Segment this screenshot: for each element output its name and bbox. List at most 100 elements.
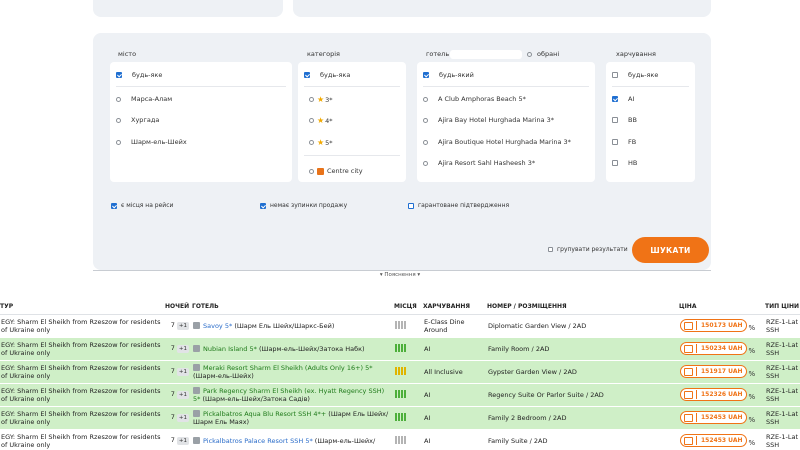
meal-list: будь-яке AI BB FB HB [606,62,695,182]
radio-icon[interactable] [423,139,428,145]
city-option-any[interactable]: будь-яке [116,71,162,79]
meal-option-hb[interactable]: HB [612,159,637,167]
price-button[interactable]: 151917 UAH [680,365,747,378]
checkbox-icon[interactable] [548,247,553,252]
meal-option-bb[interactable]: BB [612,116,637,124]
price-button[interactable]: 152326 UAH [680,388,747,401]
price-type-cell: RZE-1-Lat SSH [765,337,800,361]
tour-cell: EGY: Sharm El Sheikh from Rzeszow for re… [0,429,165,450]
city-option-marsa-alam[interactable]: Марса-Алам [116,95,172,103]
checkbox-checked-icon[interactable] [612,96,618,102]
table-row[interactable]: EGY: Sharm El Sheikh from Rzeszow for re… [0,314,800,338]
radio-icon[interactable] [309,168,314,174]
building-icon [317,167,324,175]
category-option-centre-city[interactable]: Centre city [309,167,363,175]
column-header-price-type[interactable]: ТИП ЦІНИ [765,300,800,315]
table-row[interactable]: EGY: Sharm El Sheikh from Rzeszow for re… [0,337,800,361]
percent-icon[interactable]: % [748,438,756,447]
percent-icon[interactable]: % [748,392,756,401]
radio-icon[interactable] [309,118,314,123]
seats-availability-icon [395,412,406,421]
meal-cell: AI [423,429,487,450]
group-results-flag[interactable]: групувати результати [548,246,628,253]
hotel-link[interactable]: Meraki Resort Sharm El Sheikh (Adults On… [203,363,373,372]
city-option-sharm[interactable]: Шарм-ель-Шейх [116,138,187,146]
price-button[interactable]: 150234 UAH [680,342,747,355]
checkbox-icon[interactable] [408,202,414,209]
guaranteed-flag[interactable]: гарантоване підтвердження [408,202,509,209]
column-header-tour[interactable]: ТУР [0,300,165,315]
checkbox-icon[interactable] [612,160,618,166]
price-button[interactable]: 150173 UAH [680,319,747,332]
hotel-link[interactable]: Pickalbatros Aqua Blu Resort SSH 4*+ [203,409,327,418]
divider [612,86,689,87]
percent-icon[interactable]: % [748,369,756,378]
hotel-option-1[interactable]: Ajira Bay Hotel Hurghada Marina 3* [423,116,554,124]
hotel-link[interactable]: Park Regency Sharm El Sheikh (ex. Hyatt … [193,386,385,403]
column-header-room[interactable]: НОМЕР / РОЗМІЩЕННЯ [487,300,679,315]
column-header-price[interactable]: ЦІНА [679,300,765,315]
radio-icon[interactable] [423,160,428,166]
favorites-filter[interactable]: обрані [527,50,559,58]
room-cell: Family 2 Bedroom / 2AD [487,406,679,430]
hotel-search-input[interactable] [450,50,522,59]
nights-cell: 7 +1 [165,429,192,450]
hotel-option-3[interactable]: Ajira Resort Sahl Hasheesh 3* [423,159,535,167]
meal-option-any[interactable]: будь-яке [612,71,658,79]
checkbox-checked-icon[interactable] [423,72,429,78]
price-button[interactable]: 152453 UAH [680,434,747,447]
column-header-nights[interactable]: НОЧЕЙ [165,300,192,315]
table-row[interactable]: EGY: Sharm El Sheikh from Rzeszow for re… [0,429,800,450]
checkbox-checked-icon[interactable] [116,72,122,78]
explanations-toggle[interactable]: ▾ Пояснення ▾ [379,272,421,278]
column-header-meal[interactable]: ХАРЧУВАННЯ [423,300,487,315]
price-cell: 150173 UAH% [679,314,765,338]
column-header-seats[interactable]: МІСЦЯ [394,300,423,315]
cart-icon [684,413,693,422]
hotel-option-2[interactable]: Ajira Boutique Hotel Hurghada Marina 3* [423,138,571,146]
no-stop-sale-flag[interactable]: немає зупинки продажу [260,202,347,209]
table-row[interactable]: EGY: Sharm El Sheikh from Rzeszow for re… [0,406,800,430]
seats-on-flights-flag[interactable]: є місця на рейси [111,202,173,209]
checkbox-checked-icon[interactable] [304,72,310,78]
radio-icon[interactable] [116,96,121,102]
checkbox-icon[interactable] [612,117,618,123]
city-option-hurghada[interactable]: Хургада [116,116,159,124]
column-header-hotel[interactable]: ГОТЕЛЬ [192,300,394,315]
table-row[interactable]: EGY: Sharm El Sheikh from Rzeszow for re… [0,383,800,407]
results-table: ТУР НОЧЕЙ ГОТЕЛЬ МІСЦЯ ХАРЧУВАННЯ НОМЕР … [0,300,800,450]
table-row[interactable]: EGY: Sharm El Sheikh from Rzeszow for re… [0,360,800,384]
divider [423,86,589,87]
radio-icon[interactable] [423,117,428,123]
meal-option-fb[interactable]: FB [612,138,636,146]
radio-icon[interactable] [309,97,314,102]
hotel-option-any[interactable]: будь-який [423,71,474,79]
radio-icon[interactable] [309,140,314,145]
hotel-icon [193,386,200,394]
hotel-option-0[interactable]: A Club Amphoras Beach 5* [423,95,526,103]
checkbox-icon[interactable] [612,139,618,145]
price-button[interactable]: 152453 UAH [680,411,747,424]
percent-icon[interactable]: % [748,323,756,332]
radio-icon[interactable] [423,96,428,102]
checkbox-icon[interactable] [612,72,618,78]
hotel-link[interactable]: Savoy 5* [203,321,233,330]
category-option-4[interactable]: ★ 4* [309,116,333,125]
checkbox-checked-icon[interactable] [111,202,117,209]
radio-icon[interactable] [116,117,121,123]
favorites-label: обрані [537,50,560,58]
favorites-radio[interactable] [527,51,532,57]
category-option-3[interactable]: ★ 3* [309,95,333,104]
hotel-link[interactable]: Pickalbatros Palace Resort SSH 5* [203,436,313,445]
category-option-5[interactable]: ★ 5* [309,138,333,147]
radio-icon[interactable] [116,139,121,145]
percent-icon[interactable]: % [748,415,756,424]
percent-icon[interactable]: % [748,346,756,355]
hotel-link[interactable]: Nubian Island 5* [203,344,257,353]
search-button[interactable]: ШУКАТИ [632,237,709,263]
checkbox-checked-icon[interactable] [260,202,266,209]
category-option-any[interactable]: будь-яка [304,71,350,79]
meal-option-ai[interactable]: AI [612,95,634,103]
tour-cell: EGY: Sharm El Sheikh from Rzeszow for re… [0,383,165,407]
hotel-icon [193,344,200,352]
